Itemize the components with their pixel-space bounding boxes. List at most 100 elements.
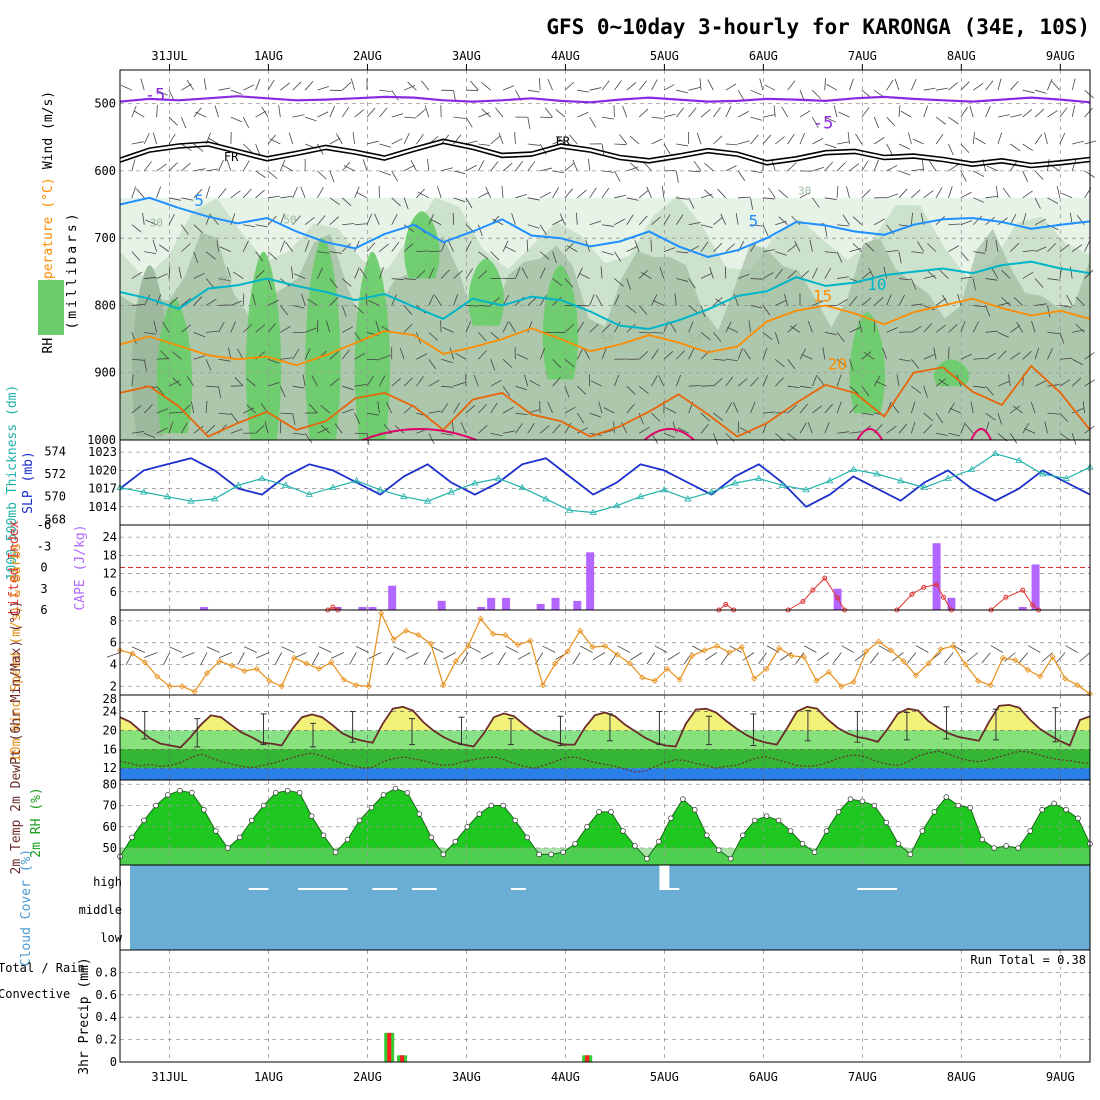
wind-speed-point	[1074, 682, 1081, 689]
wind-barb	[688, 278, 696, 289]
wind-barb	[564, 278, 574, 288]
wind-barb	[354, 305, 364, 314]
wind-barb	[366, 213, 373, 225]
wind-barb	[787, 162, 797, 172]
wind-barb	[663, 214, 671, 225]
wind-barb	[527, 197, 540, 201]
wind-barb	[504, 245, 516, 252]
wind-barb	[326, 320, 331, 333]
wind-barb	[267, 251, 278, 260]
rh2m-point	[356, 817, 363, 824]
wind-barb	[378, 267, 384, 279]
wind-barb	[342, 408, 354, 414]
wind-barb	[529, 380, 541, 387]
rh2m-point	[404, 789, 411, 796]
wind-barb	[794, 240, 801, 252]
wind-barb	[453, 170, 466, 175]
wind-barb	[490, 402, 498, 414]
wind-barb	[663, 432, 676, 438]
wind-barb	[688, 305, 699, 314]
wind-barb	[663, 113, 676, 118]
thickness-point	[494, 474, 503, 481]
wind-barb	[1022, 271, 1034, 279]
wind-barb	[354, 240, 360, 252]
wind-barb	[243, 407, 255, 414]
wind-barb	[1059, 244, 1070, 252]
rh2m-point	[716, 847, 722, 853]
wind-barb	[638, 412, 644, 425]
wind-barb	[292, 432, 305, 436]
wind-barb	[377, 401, 380, 414]
contour-label: -5	[813, 114, 833, 134]
wind-speed-point	[1049, 653, 1056, 660]
wind-barb	[911, 303, 924, 306]
wind-barb	[478, 270, 488, 279]
wind-barb	[451, 421, 454, 434]
wind-barb	[646, 186, 652, 198]
wind-barb	[478, 191, 490, 199]
wind-barb	[1059, 132, 1066, 145]
wind-barb	[477, 224, 483, 237]
legend-total-rain: Total / Rain	[0, 961, 85, 975]
wind-barb	[505, 645, 519, 653]
wind-barb	[997, 350, 1007, 360]
wind-barb	[638, 269, 649, 279]
rh2m-point	[919, 828, 926, 834]
rh2m-point	[931, 809, 938, 815]
thickness-tick-label: 574	[44, 444, 66, 458]
wind-barb	[654, 645, 668, 653]
wind-barb	[779, 652, 792, 661]
wind-barb	[465, 165, 477, 172]
wind-barb	[145, 219, 157, 226]
cloud-gap-high	[298, 888, 348, 890]
wind-barb	[614, 143, 627, 146]
rh2m-point	[787, 828, 794, 834]
thickness-point	[400, 492, 408, 500]
wind-barb	[713, 358, 726, 361]
wind-barb	[405, 652, 419, 660]
wind-barb	[193, 251, 199, 264]
wind-barb	[898, 251, 902, 264]
li-point	[835, 595, 841, 601]
wind-barb	[663, 143, 671, 155]
x-date-label: 8AUG	[947, 49, 976, 63]
wind-speed-point	[975, 677, 982, 684]
wind-barb	[368, 300, 380, 306]
wind-barb	[416, 376, 424, 387]
temperature-line	[119, 703, 1091, 749]
wind-barb	[783, 293, 789, 306]
x-date-label: 7AUG	[848, 49, 877, 63]
wind-speed-point	[390, 636, 397, 643]
wind-barb	[1059, 432, 1070, 441]
wind-barb	[725, 83, 737, 91]
wind-barb	[473, 374, 479, 387]
wind-barb	[601, 224, 614, 227]
wind-barb	[676, 197, 689, 200]
wind-barb	[960, 170, 967, 182]
wind-barb	[539, 251, 550, 260]
rh2m-tick-label: 70	[103, 799, 117, 813]
rh2m-point	[248, 817, 255, 824]
wind-barb	[200, 652, 208, 666]
isotherm-25-segment	[643, 428, 695, 441]
wind-barb	[910, 278, 917, 290]
wind-barb	[577, 111, 589, 118]
wind-barb	[665, 407, 677, 414]
wind-barb	[1034, 197, 1041, 209]
wind-barb	[552, 139, 564, 145]
wind-barb	[985, 305, 991, 317]
wind-barb	[181, 297, 192, 306]
wind-speed-point	[502, 631, 509, 639]
ylabel-millibars: (millibars)	[65, 210, 80, 329]
wind-barb	[329, 170, 335, 183]
slp-thickness-label: 1000-500mb Thickness (dm) SLP (mb)	[5, 385, 36, 581]
wind-barb	[997, 332, 1010, 338]
y-tick-label: 900	[94, 366, 116, 380]
wind-barb	[214, 105, 219, 118]
wind-barb	[242, 293, 245, 306]
rh2m-point	[524, 834, 530, 841]
wind-barb	[1084, 240, 1091, 252]
wind-barb	[1047, 331, 1060, 334]
wind-barb	[539, 267, 546, 279]
wind-barb	[131, 374, 134, 387]
